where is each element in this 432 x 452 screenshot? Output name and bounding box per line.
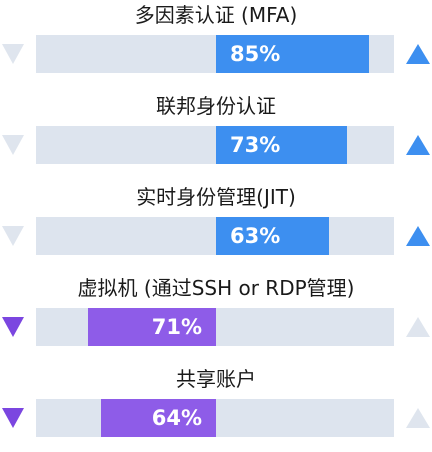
- bar-3: 71%: [88, 308, 216, 346]
- bar-4: 64%: [101, 399, 216, 437]
- triangle-up-icon: [406, 408, 430, 428]
- bar-value-label-1: 73%: [230, 133, 281, 157]
- bar-label-0: 多因素认证 (MFA): [134, 3, 298, 27]
- bar-value-label-0: 85%: [230, 42, 281, 66]
- bar-label-3: 虚拟机 (通过SSH or RDP管理): [77, 276, 355, 300]
- bar-value-label-3: 71%: [151, 315, 202, 339]
- triangle-up-icon: [406, 135, 430, 155]
- bar-label-1: 联邦身份认证: [156, 94, 276, 118]
- triangle-up-icon: [406, 317, 430, 337]
- bar-label-2: 实时身份管理(JIT): [136, 185, 296, 209]
- bar-track-1: 73%: [36, 126, 394, 164]
- bar-track-0: 85%: [36, 35, 394, 73]
- triangle-down-icon: [2, 135, 24, 155]
- triangle-down-icon: [2, 408, 24, 428]
- bar-value-label-2: 63%: [230, 224, 281, 248]
- triangle-down-icon: [2, 226, 24, 246]
- triangle-down-icon: [2, 317, 24, 337]
- bar-1: 73%: [216, 126, 347, 164]
- bar-label-4: 共享账户: [176, 367, 256, 391]
- bar-track-4: 64%: [36, 399, 394, 437]
- triangle-up-icon: [406, 44, 430, 64]
- bar-2: 63%: [216, 217, 329, 255]
- bar-0: 85%: [216, 35, 369, 73]
- triangle-down-icon: [2, 44, 24, 64]
- triangle-up-icon: [406, 226, 430, 246]
- bar-value-label-4: 64%: [151, 406, 202, 430]
- bar-track-2: 63%: [36, 217, 394, 255]
- bar-track-3: 71%: [36, 308, 394, 346]
